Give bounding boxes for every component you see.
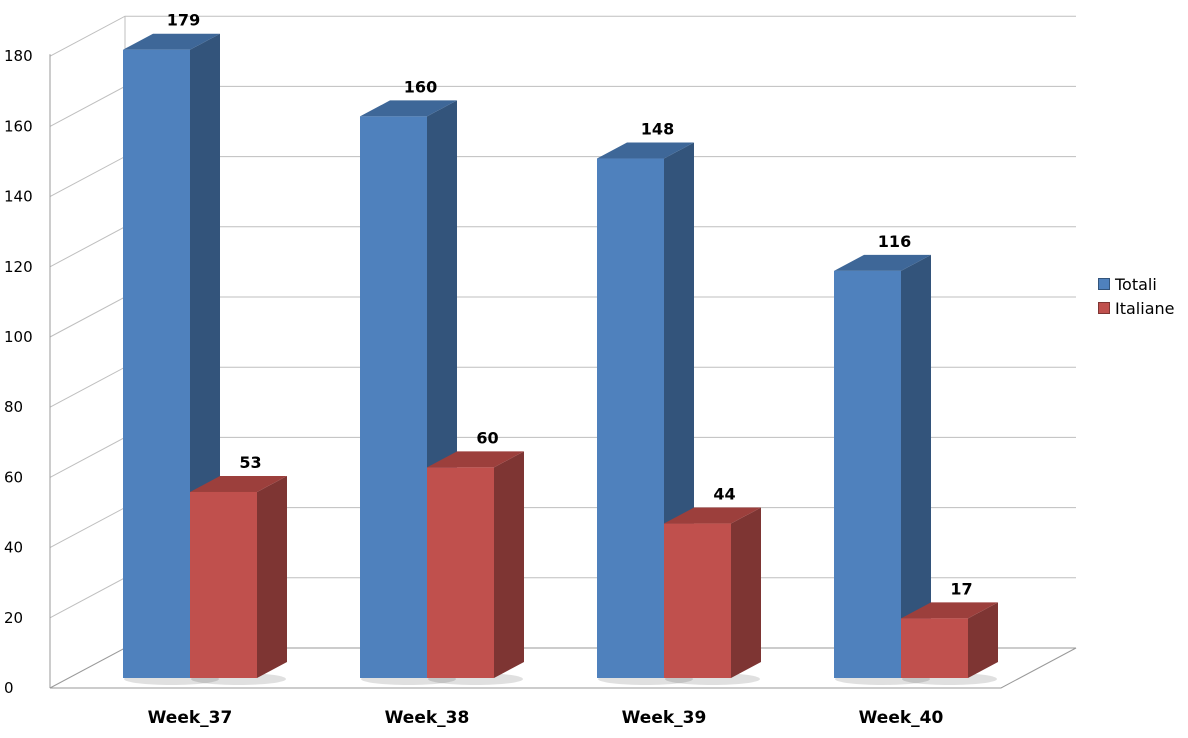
x-tick-label: Week_40 xyxy=(859,708,944,728)
bar-top xyxy=(360,100,457,117)
legend-item-italiane: Italiane xyxy=(1098,296,1174,320)
bar-front xyxy=(597,158,664,678)
data-label: 17 xyxy=(950,579,972,598)
y-tick-label: 100 xyxy=(4,328,33,346)
data-labels: 179 53 160 60 148 44 116 17 xyxy=(167,11,973,599)
y-tick-label: 0 xyxy=(4,679,14,697)
data-label: 116 xyxy=(878,232,911,251)
bar-side xyxy=(494,451,524,678)
legend-item-totali: Totali xyxy=(1098,272,1174,296)
y-tick-label: 140 xyxy=(4,188,33,206)
bar-italiane-week_40 xyxy=(901,602,998,685)
y-tick-label: 120 xyxy=(4,258,33,276)
y-tick-label: 20 xyxy=(4,609,23,627)
bar-top xyxy=(427,451,524,468)
bar-top xyxy=(901,602,998,619)
bar-front xyxy=(190,491,257,678)
bar-side xyxy=(968,602,998,678)
bars xyxy=(123,33,998,685)
legend: Totali Italiane xyxy=(1098,272,1174,320)
bar-side xyxy=(731,507,761,678)
legend-swatch-italiane xyxy=(1098,302,1110,314)
bar-front xyxy=(427,467,494,678)
bar-front xyxy=(360,116,427,678)
data-label: 148 xyxy=(641,120,674,139)
x-tick-label: Week_39 xyxy=(622,708,707,728)
bar-side xyxy=(901,254,931,678)
y-tick-label: 60 xyxy=(4,468,23,486)
bar-top xyxy=(190,475,287,492)
y-tick-label: 160 xyxy=(4,117,33,135)
bar-top xyxy=(834,254,931,271)
bar-totali-week_40 xyxy=(834,254,931,685)
data-label: 53 xyxy=(239,453,261,472)
bar-top xyxy=(123,33,220,50)
bar-italiane-week_38 xyxy=(427,451,524,685)
bar-front xyxy=(664,523,731,678)
bar-top xyxy=(597,142,694,159)
legend-label-totali: Totali xyxy=(1115,274,1157,294)
bar-totali-week_39 xyxy=(597,142,694,685)
data-label: 179 xyxy=(167,11,200,30)
y-tick-label: 180 xyxy=(4,47,33,65)
data-label: 44 xyxy=(713,485,735,504)
x-tick-label: Week_37 xyxy=(148,708,233,728)
legend-label-italiane: Italiane xyxy=(1115,298,1175,318)
chart-floor xyxy=(49,647,1077,689)
floor-plane xyxy=(49,647,1077,689)
bar-side xyxy=(257,475,287,678)
legend-swatch-totali xyxy=(1098,278,1110,290)
data-label: 160 xyxy=(404,77,437,96)
x-tick-label: Week_38 xyxy=(385,708,470,728)
y-tick-label: 80 xyxy=(4,398,23,416)
bar-front xyxy=(123,49,190,678)
y-tick-label: 40 xyxy=(4,539,23,557)
axes: 0 20 40 60 80 100 120 140 160 180 Week_37 Week_38 We… xyxy=(4,47,944,728)
bar-front xyxy=(901,618,968,678)
bar-italiane-week_37 xyxy=(190,475,287,685)
data-label: 60 xyxy=(476,428,498,447)
bar-front xyxy=(834,270,901,678)
bar-top xyxy=(664,507,761,524)
gridline xyxy=(49,15,1076,57)
bar-italiane-week_39 xyxy=(664,507,761,685)
